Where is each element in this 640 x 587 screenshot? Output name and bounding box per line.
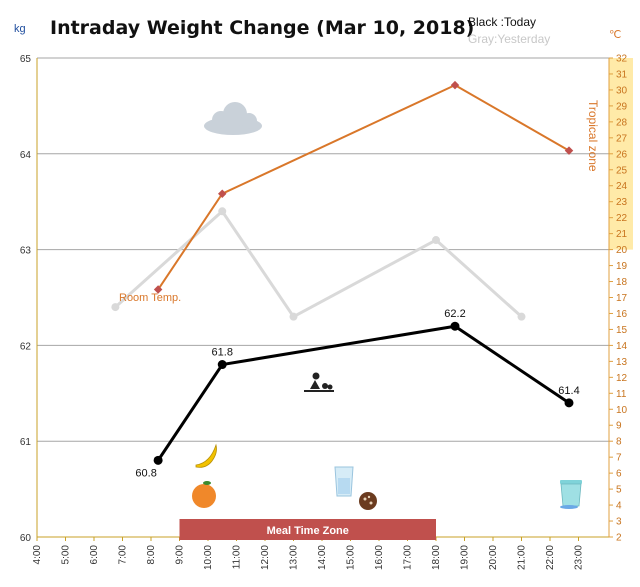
data-point bbox=[218, 189, 227, 198]
x-tick-label: 23:00 bbox=[574, 545, 585, 570]
data-label: 62.2 bbox=[444, 308, 465, 320]
series-line bbox=[157, 84, 570, 291]
y-right-tick-label: 16 bbox=[616, 309, 628, 320]
y-tick-label: 63 bbox=[20, 246, 32, 257]
y-tick-label: 64 bbox=[20, 150, 32, 161]
data-label: 61.4 bbox=[558, 385, 579, 397]
water-glass-icon bbox=[334, 466, 354, 497]
y-right-tick-label: 25 bbox=[616, 165, 628, 176]
series-0: 60.8 61.8 62.2 61.4 bbox=[135, 308, 579, 479]
x-tick-label: 18:00 bbox=[431, 545, 442, 570]
y-tick-label: 62 bbox=[20, 341, 32, 352]
gridlines bbox=[37, 57, 609, 442]
x-tick-label: 5:00 bbox=[61, 545, 72, 565]
data-point bbox=[153, 285, 163, 294]
x-tick-label: 14:00 bbox=[317, 545, 328, 570]
legend-yesterday: Gray:Yesterday bbox=[468, 32, 550, 46]
data-point bbox=[217, 360, 227, 370]
x-tick-label: 15:00 bbox=[346, 545, 357, 570]
y-axis-left-ticks: 60 61 62 63 64 65 bbox=[20, 54, 32, 544]
y-right-tick-label: 15 bbox=[616, 325, 628, 336]
series-layer: 60.8 61.8 62.2 61.4 bbox=[111, 80, 580, 479]
x-tick-label: 6:00 bbox=[89, 545, 100, 565]
x-tick-label: 13:00 bbox=[289, 545, 300, 570]
exercise-icon bbox=[304, 372, 334, 392]
data-point bbox=[111, 303, 120, 312]
cloud-icon bbox=[204, 102, 262, 135]
chart-title: Intraday Weight Change (Mar 10, 2018) bbox=[50, 17, 474, 39]
y-tick-label: 65 bbox=[20, 54, 32, 65]
y-right-tick-label: 11 bbox=[616, 389, 627, 400]
data-point bbox=[289, 312, 298, 321]
data-point bbox=[432, 236, 440, 245]
y-axis-right-ticks: 2345678910111213141516171819202122232425… bbox=[609, 54, 628, 544]
x-tick-label: 11:00 bbox=[232, 545, 243, 570]
x-tick-label: 22:00 bbox=[545, 545, 556, 570]
cookie-icon bbox=[359, 492, 377, 510]
y-right-tick-label: 20 bbox=[616, 245, 628, 256]
y-right-tick-label: 30 bbox=[616, 85, 628, 96]
y-right-tick-label: 31 bbox=[616, 69, 628, 80]
y-right-tick-label: 22 bbox=[616, 213, 628, 224]
y-right-tick-label: 8 bbox=[616, 437, 622, 448]
data-point bbox=[218, 207, 227, 216]
y-right-tick-label: 21 bbox=[616, 229, 628, 240]
y-right-tick-label: 14 bbox=[616, 341, 628, 352]
y-right-tick-label: 13 bbox=[616, 357, 628, 368]
y-right-tick-label: 9 bbox=[616, 421, 622, 432]
data-point bbox=[450, 321, 460, 331]
y-right-tick-label: 24 bbox=[616, 181, 628, 192]
series-1 bbox=[111, 207, 526, 321]
y-right-tick-label: 28 bbox=[616, 117, 628, 128]
data-point bbox=[153, 455, 163, 465]
x-tick-label: 19:00 bbox=[460, 545, 471, 570]
y-right-tick-label: 18 bbox=[616, 277, 628, 288]
y-right-tick-label: 27 bbox=[616, 133, 628, 144]
right-axis-unit: ℃ bbox=[609, 29, 621, 41]
meal-time-zone-bar bbox=[179, 519, 436, 540]
series-line bbox=[156, 324, 570, 462]
tropical-zone-label: Tropical zone bbox=[586, 100, 600, 172]
x-tick-label: 16:00 bbox=[374, 545, 385, 570]
y-right-tick-label: 23 bbox=[616, 197, 628, 208]
data-label: 60.8 bbox=[135, 467, 156, 479]
orange-fruit-icon bbox=[192, 481, 216, 508]
meal-time-zone-label: Meal Time Zone bbox=[267, 525, 349, 537]
x-tick-label: 21:00 bbox=[517, 545, 528, 570]
y-right-tick-label: 5 bbox=[616, 485, 622, 496]
y-right-tick-label: 29 bbox=[616, 101, 628, 112]
y-right-tick-label: 17 bbox=[616, 293, 628, 304]
x-tick-label: 7:00 bbox=[118, 545, 129, 565]
y-right-tick-label: 26 bbox=[616, 149, 628, 160]
data-point bbox=[517, 312, 526, 321]
y-right-tick-label: 3 bbox=[616, 517, 622, 528]
y-tick-label: 60 bbox=[20, 533, 32, 544]
y-right-tick-label: 10 bbox=[616, 405, 628, 416]
y-right-tick-label: 4 bbox=[616, 501, 622, 512]
x-tick-label: 10:00 bbox=[203, 545, 214, 570]
y-right-tick-label: 6 bbox=[616, 469, 622, 480]
y-right-tick-label: 19 bbox=[616, 261, 628, 272]
x-tick-label: 12:00 bbox=[260, 545, 271, 570]
left-axis-unit: kg bbox=[14, 23, 26, 35]
data-label: 61.8 bbox=[212, 347, 233, 359]
y-right-tick-label: 32 bbox=[616, 54, 628, 65]
y-right-tick-label: 12 bbox=[616, 373, 628, 384]
x-tick-label: 9:00 bbox=[175, 545, 186, 565]
data-point bbox=[564, 398, 574, 408]
trash-bin-icon bbox=[560, 480, 582, 509]
x-tick-label: 4:00 bbox=[32, 545, 43, 565]
y-tick-label: 61 bbox=[20, 437, 32, 448]
banana-icon bbox=[195, 443, 217, 468]
room-temp-label: Room Temp. bbox=[119, 292, 181, 304]
data-point bbox=[450, 80, 460, 90]
x-tick-label: 8:00 bbox=[146, 545, 157, 565]
x-axis-ticks: 4:00 5:00 6:00 7:00 8:00 9:00 10:00 11:00 12:00 1… bbox=[32, 537, 585, 570]
x-tick-label: 17:00 bbox=[403, 545, 414, 570]
x-tick-label: 20:00 bbox=[488, 545, 499, 570]
y-right-tick-label: 2 bbox=[616, 533, 622, 544]
y-right-tick-label: 7 bbox=[616, 453, 622, 464]
legend-today: Black :Today bbox=[468, 15, 536, 29]
